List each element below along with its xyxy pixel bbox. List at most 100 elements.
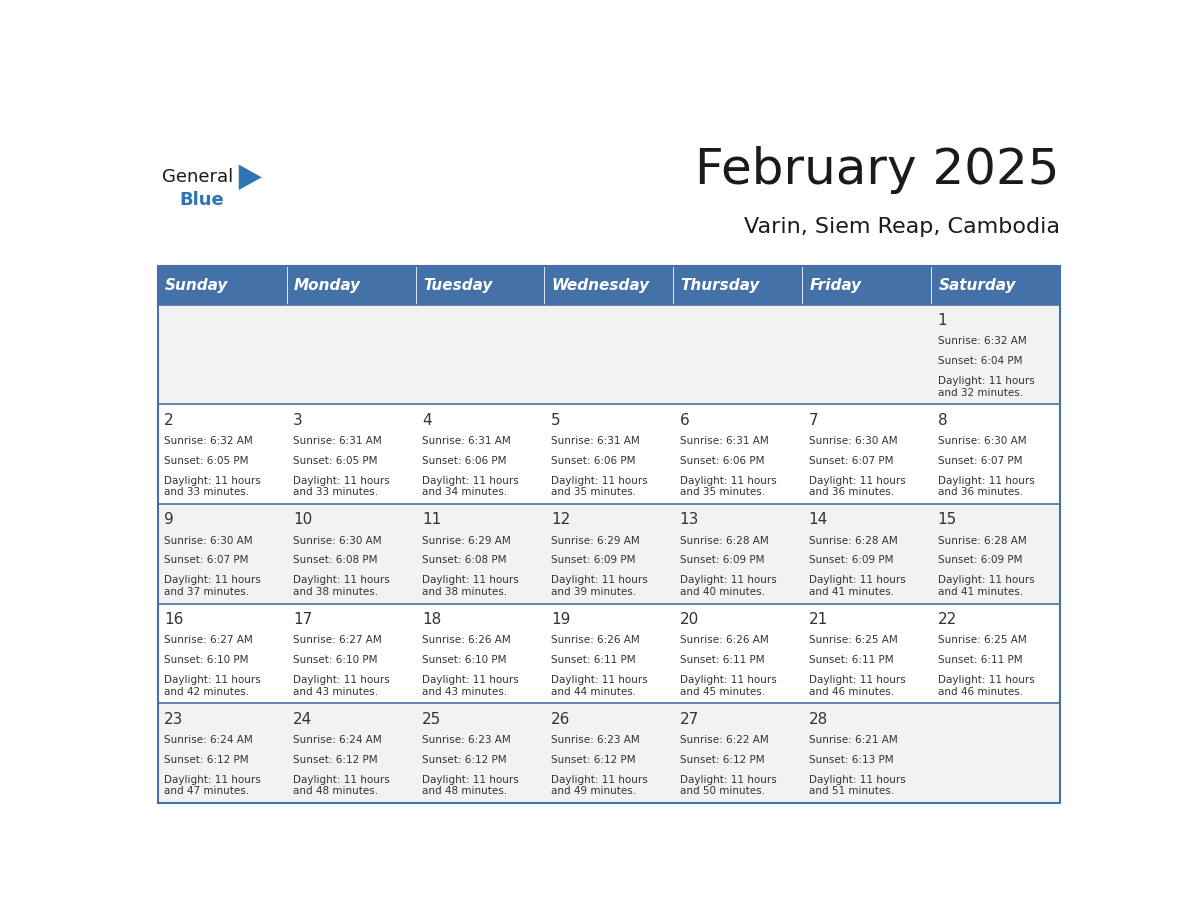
Text: Sunrise: 6:28 AM: Sunrise: 6:28 AM (680, 536, 769, 545)
Text: 28: 28 (809, 711, 828, 727)
Text: Sunset: 6:12 PM: Sunset: 6:12 PM (293, 755, 378, 765)
Bar (158, 265, 1060, 803)
Text: 14: 14 (809, 512, 828, 527)
Text: 21: 21 (809, 612, 828, 627)
Text: Sunrise: 6:26 AM: Sunrise: 6:26 AM (422, 635, 511, 645)
Bar (544, 265, 674, 305)
Text: Sunrise: 6:32 AM: Sunrise: 6:32 AM (164, 436, 253, 446)
Text: Daylight: 11 hours
and 36 minutes.: Daylight: 11 hours and 36 minutes. (937, 476, 1035, 498)
Text: Sunset: 6:09 PM: Sunset: 6:09 PM (680, 555, 764, 565)
Text: Sunrise: 6:30 AM: Sunrise: 6:30 AM (809, 436, 897, 446)
Bar (802, 504, 931, 603)
Text: Sunrise: 6:30 AM: Sunrise: 6:30 AM (293, 536, 381, 545)
Bar (416, 305, 544, 404)
Bar (802, 703, 931, 803)
Text: Daylight: 11 hours
and 34 minutes.: Daylight: 11 hours and 34 minutes. (422, 476, 519, 498)
Text: Sunrise: 6:24 AM: Sunrise: 6:24 AM (293, 735, 381, 745)
Text: 13: 13 (680, 512, 699, 527)
Text: Monday: Monday (293, 277, 361, 293)
Text: Sunset: 6:12 PM: Sunset: 6:12 PM (551, 755, 636, 765)
Text: Daylight: 11 hours
and 37 minutes.: Daylight: 11 hours and 37 minutes. (164, 576, 261, 597)
Text: Sunset: 6:08 PM: Sunset: 6:08 PM (422, 555, 506, 565)
Bar (544, 404, 674, 504)
Text: Sunrise: 6:29 AM: Sunrise: 6:29 AM (551, 536, 639, 545)
Text: Sunrise: 6:25 AM: Sunrise: 6:25 AM (937, 635, 1026, 645)
Text: Daylight: 11 hours
and 38 minutes.: Daylight: 11 hours and 38 minutes. (422, 576, 519, 597)
Text: 27: 27 (680, 711, 699, 727)
Text: 11: 11 (422, 512, 441, 527)
Bar (802, 305, 931, 404)
Text: Sunset: 6:10 PM: Sunset: 6:10 PM (164, 655, 248, 666)
Text: Sunrise: 6:27 AM: Sunrise: 6:27 AM (164, 635, 253, 645)
Text: Sunrise: 6:28 AM: Sunrise: 6:28 AM (809, 536, 897, 545)
Bar (416, 703, 544, 803)
Text: Daylight: 11 hours
and 39 minutes.: Daylight: 11 hours and 39 minutes. (551, 576, 647, 597)
Text: 12: 12 (551, 512, 570, 527)
Text: Sunset: 6:05 PM: Sunset: 6:05 PM (293, 456, 378, 465)
Text: Sunset: 6:09 PM: Sunset: 6:09 PM (937, 555, 1022, 565)
Text: Sunrise: 6:26 AM: Sunrise: 6:26 AM (680, 635, 769, 645)
Text: Daylight: 11 hours
and 44 minutes.: Daylight: 11 hours and 44 minutes. (551, 675, 647, 697)
Text: General: General (163, 168, 234, 186)
Text: Daylight: 11 hours
and 48 minutes.: Daylight: 11 hours and 48 minutes. (422, 775, 519, 796)
Text: Daylight: 11 hours
and 35 minutes.: Daylight: 11 hours and 35 minutes. (551, 476, 647, 498)
Bar (158, 603, 286, 703)
Text: Sunrise: 6:23 AM: Sunrise: 6:23 AM (422, 735, 511, 745)
Text: Daylight: 11 hours
and 46 minutes.: Daylight: 11 hours and 46 minutes. (809, 675, 905, 697)
Text: Sunset: 6:08 PM: Sunset: 6:08 PM (293, 555, 378, 565)
Text: Daylight: 11 hours
and 46 minutes.: Daylight: 11 hours and 46 minutes. (937, 675, 1035, 697)
Text: Sunset: 6:09 PM: Sunset: 6:09 PM (809, 555, 893, 565)
Text: 15: 15 (937, 512, 956, 527)
Text: 6: 6 (680, 413, 689, 428)
Text: Saturday: Saturday (939, 277, 1016, 293)
Text: Sunrise: 6:30 AM: Sunrise: 6:30 AM (164, 536, 253, 545)
Text: 5: 5 (551, 413, 561, 428)
Text: 24: 24 (293, 711, 312, 727)
Text: Sunset: 6:04 PM: Sunset: 6:04 PM (937, 356, 1022, 366)
Text: Sunset: 6:06 PM: Sunset: 6:06 PM (551, 456, 636, 465)
Text: Sunrise: 6:21 AM: Sunrise: 6:21 AM (809, 735, 897, 745)
Text: Sunrise: 6:31 AM: Sunrise: 6:31 AM (293, 436, 381, 446)
Text: 16: 16 (164, 612, 183, 627)
Text: Sunrise: 6:30 AM: Sunrise: 6:30 AM (937, 436, 1026, 446)
Bar (674, 305, 802, 404)
Bar (416, 504, 544, 603)
Text: 19: 19 (551, 612, 570, 627)
Text: Sunset: 6:07 PM: Sunset: 6:07 PM (937, 456, 1022, 465)
Bar (674, 404, 802, 504)
Text: Tuesday: Tuesday (423, 277, 492, 293)
Bar (286, 603, 416, 703)
Text: Sunset: 6:13 PM: Sunset: 6:13 PM (809, 755, 893, 765)
Text: Daylight: 11 hours
and 41 minutes.: Daylight: 11 hours and 41 minutes. (809, 576, 905, 597)
Bar (158, 265, 286, 305)
Bar (286, 305, 416, 404)
Text: Sunrise: 6:25 AM: Sunrise: 6:25 AM (809, 635, 897, 645)
Text: Sunset: 6:12 PM: Sunset: 6:12 PM (680, 755, 764, 765)
Bar (286, 265, 416, 305)
Text: 3: 3 (293, 413, 303, 428)
Text: Sunset: 6:06 PM: Sunset: 6:06 PM (422, 456, 506, 465)
Bar (158, 404, 286, 504)
Bar (286, 703, 416, 803)
Bar (544, 504, 674, 603)
Text: Varin, Siem Reap, Cambodia: Varin, Siem Reap, Cambodia (744, 217, 1060, 237)
Text: 8: 8 (937, 413, 947, 428)
Text: Sunset: 6:09 PM: Sunset: 6:09 PM (551, 555, 636, 565)
Text: 10: 10 (293, 512, 312, 527)
Text: Sunrise: 6:24 AM: Sunrise: 6:24 AM (164, 735, 253, 745)
Text: Blue: Blue (179, 191, 223, 209)
Bar (931, 404, 1060, 504)
Text: Sunset: 6:11 PM: Sunset: 6:11 PM (937, 655, 1022, 666)
Text: 20: 20 (680, 612, 699, 627)
Text: Sunset: 6:11 PM: Sunset: 6:11 PM (680, 655, 764, 666)
Text: Sunday: Sunday (165, 277, 228, 293)
Text: Sunrise: 6:28 AM: Sunrise: 6:28 AM (937, 536, 1026, 545)
Text: 25: 25 (422, 711, 441, 727)
Text: Daylight: 11 hours
and 33 minutes.: Daylight: 11 hours and 33 minutes. (293, 476, 390, 498)
Bar (931, 603, 1060, 703)
Text: Daylight: 11 hours
and 51 minutes.: Daylight: 11 hours and 51 minutes. (809, 775, 905, 796)
Text: 4: 4 (422, 413, 431, 428)
Text: Sunrise: 6:31 AM: Sunrise: 6:31 AM (680, 436, 769, 446)
Text: Sunrise: 6:22 AM: Sunrise: 6:22 AM (680, 735, 769, 745)
Text: Wednesday: Wednesday (551, 277, 650, 293)
